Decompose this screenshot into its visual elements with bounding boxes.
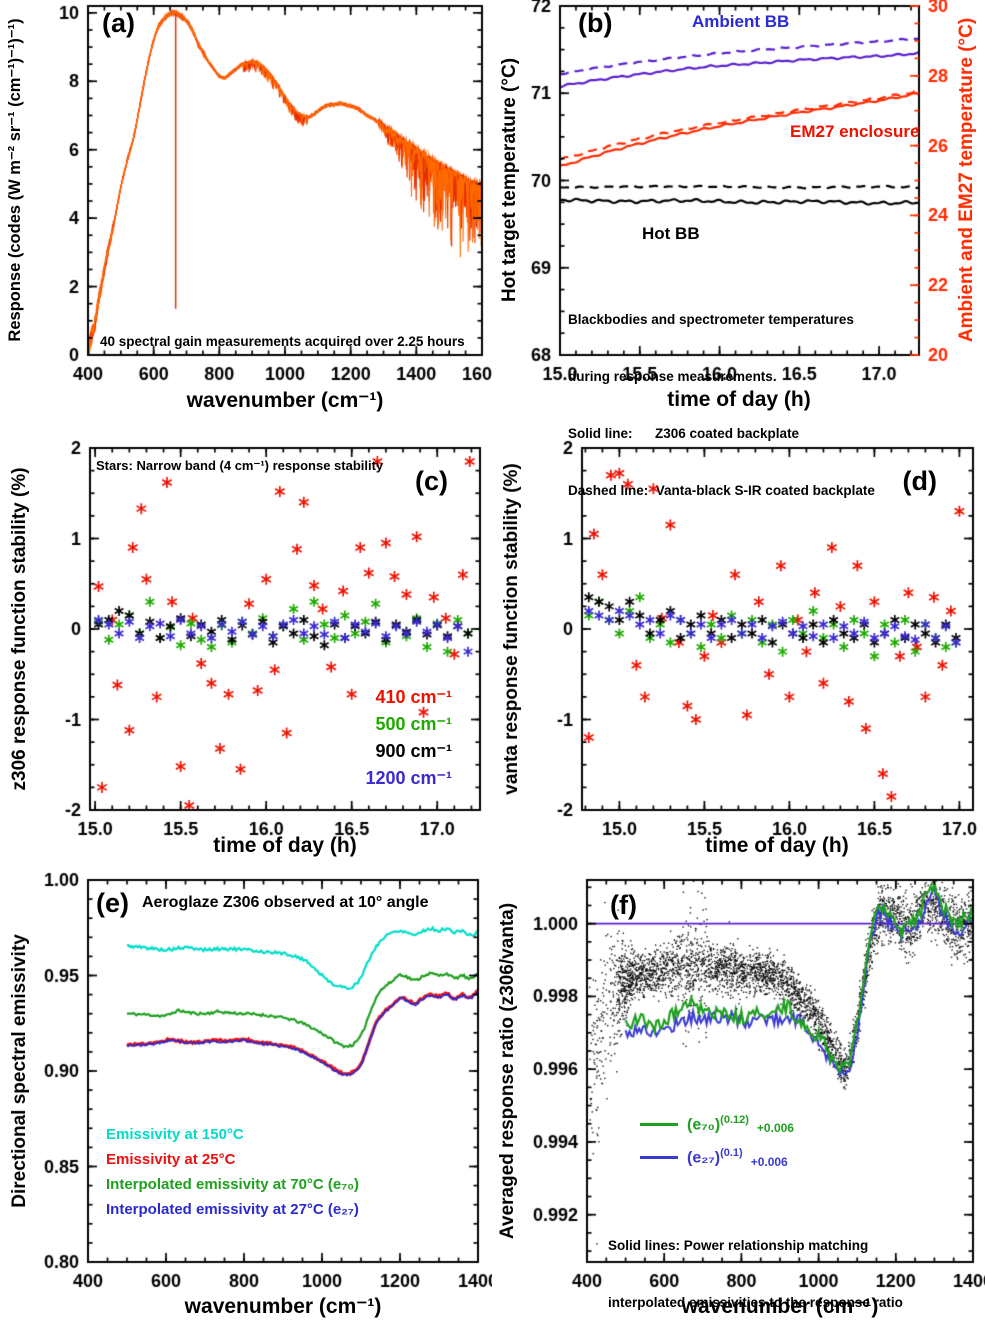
label-hot-bb: Hot BB (642, 224, 700, 243)
panel-f-annotation: Solid lines: Power relationship matching… (608, 1198, 903, 1338)
panel-c-annotation: Stars: Narrow band (4 cm⁻¹) response sta… (96, 458, 384, 473)
legend-entry-25c: Emissivity at 25°C (106, 1151, 236, 1168)
panel-b-annotation-line: Blackbodies and spectrometer temperature… (568, 312, 854, 327)
panel-f-xaxis-title: wavenumber (cm⁻¹) (681, 1295, 879, 1318)
panel-c: (c) time of day (h) z306 response functi… (0, 432, 492, 862)
panel-e: (e) Aeroglaze Z306 observed at 10° angle… (0, 862, 492, 1338)
panel-f-annotation-line: interpolated emissivities to the respons… (608, 1295, 903, 1310)
legend-line-swatch (640, 1156, 678, 1160)
panel-label-f: (f) (610, 890, 637, 920)
panel-e-plot (0, 862, 492, 1338)
panel-c-xaxis-title: time of day (h) (213, 834, 357, 857)
legend-entry-150c: Emissivity at 150°C (106, 1126, 244, 1143)
legend-entry-410: 410 cm⁻¹ (375, 687, 452, 707)
figure-row-2: (c) time of day (h) z306 response functi… (0, 432, 985, 862)
panel-b-annotation-line: during response measurements. (568, 369, 777, 384)
panel-f-plot (492, 862, 985, 1338)
panel-f-annotation-line: Solid lines: Power relationship matching (608, 1238, 869, 1253)
panel-f: (f) wavenumber (cm⁻¹) Averaged response … (492, 862, 985, 1338)
panel-b-right-axis-title: Ambient and EM27 temperature (°C) (956, 17, 977, 343)
panel-e-legend: Emissivity at 150°C Emissivity at 25°C Int… (106, 1122, 359, 1222)
legend-entry-1200: 1200 cm⁻¹ (365, 768, 452, 788)
panel-label-b: (b) (578, 8, 613, 38)
panel-b-yaxis-title: Hot target temperature (°C) (499, 57, 520, 303)
panel-b-xaxis-title: time of day (h) (667, 388, 811, 411)
panel-e-title: Aeroglaze Z306 observed at 10° angle (142, 894, 429, 911)
panel-a: (a) wavenumber (cm⁻¹) Response (codes (W… (0, 0, 492, 432)
panel-label-e: (e) (96, 888, 129, 918)
figure-row-1: (a) wavenumber (cm⁻¹) Response (codes (W… (0, 0, 985, 498)
legend-entry-e70: (e₇₀)(0.12)+0.006 (640, 1114, 794, 1135)
panel-f-legend: (e₇₀)(0.12)+0.006 (e₂₇)(0.1)+0.006 (640, 1114, 794, 1181)
panel-f-yaxis-title: Averaged response ratio (z306/vanta) (497, 902, 518, 1240)
legend-entry-e27: (e₂₇)(0.1)+0.006 (640, 1147, 794, 1169)
panel-e-xaxis-title: wavenumber (cm⁻¹) (184, 1295, 382, 1318)
figure-row-3: (e) Aeroglaze Z306 observed at 10° angle… (0, 862, 985, 1338)
panel-d-yaxis-title: vanta response function stability (%) (501, 463, 522, 795)
panel-e-yaxis-title: Directional spectral emissivity (9, 934, 30, 1208)
panel-a-plot (0, 0, 492, 432)
panel-c-legend: 410 cm⁻¹ 500 cm⁻¹ 900 cm⁻¹ 1200 cm⁻¹ (365, 684, 452, 792)
panel-label-a: (a) (102, 8, 135, 38)
panel-a-xaxis-title: wavenumber (cm⁻¹) (186, 389, 384, 412)
panel-d-xaxis-title: time of day (h) (705, 834, 849, 857)
panel-d-plot (492, 432, 985, 862)
legend-line-swatch (640, 1123, 678, 1127)
panel-c-yaxis-title: z306 response function stability (%) (9, 467, 30, 791)
legend-entry-900: 900 cm⁻¹ (375, 741, 452, 761)
legend-entry-500: 500 cm⁻¹ (375, 714, 452, 734)
label-ambient-bb: Ambient BB (692, 12, 790, 31)
panel-label-c: (c) (415, 466, 448, 496)
panel-label-d: (d) (902, 466, 937, 496)
panel-b-plot (492, 0, 985, 432)
legend-entry-70c: Interpolated emissivity at 70°C (e₇₀) (106, 1176, 360, 1193)
panel-d: (d) time of day (h) vanta response funct… (492, 432, 985, 862)
panel-a-yaxis-title: Response (codes (W m⁻² sr⁻¹ (cm⁻¹)⁻¹)⁻¹) (6, 18, 24, 342)
panel-a-annotation: 40 spectral gain measurements acquired o… (100, 334, 465, 349)
label-em27-enclosure: EM27 enclosure (790, 122, 920, 141)
legend-entry-27c: Interpolated emissivity at 27°C (e₂₇) (106, 1201, 359, 1218)
panel-b: (b) time of day (h) Hot target temperatu… (492, 0, 985, 498)
panel-c-plot (0, 432, 492, 862)
